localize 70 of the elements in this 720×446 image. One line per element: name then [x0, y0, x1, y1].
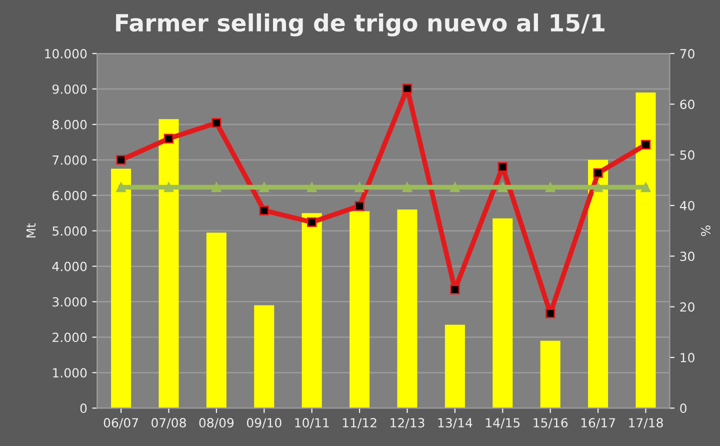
y2-tick-label: 40	[680, 200, 694, 210]
y2-tick-label: 20	[680, 302, 694, 312]
x-tick-label: 06/07	[104, 418, 138, 428]
bar	[206, 232, 226, 408]
x-tick-label: 14/15	[486, 418, 520, 428]
y-tick-label: 4.000	[52, 262, 87, 272]
x-tick-label: 12/13	[390, 418, 424, 428]
chart-title: Farmer selling de trigo nuevo al 15/1	[116, 13, 604, 36]
bar	[492, 218, 513, 408]
x-tick-label: 09/10	[246, 418, 282, 428]
y-tick-label: 8.000	[52, 120, 87, 130]
bar	[158, 119, 179, 408]
x-tick-label: 13/14	[438, 418, 472, 428]
y-tick-label: 7.000	[52, 155, 87, 165]
x-tick-label: 07/08	[152, 418, 186, 428]
bar	[397, 210, 418, 408]
x-tick-label: 17/18	[629, 418, 663, 428]
point	[354, 182, 364, 192]
point	[164, 134, 174, 144]
bar	[350, 211, 370, 408]
bar	[254, 305, 274, 408]
point	[354, 201, 364, 211]
point	[212, 118, 222, 128]
point	[212, 182, 222, 192]
point	[498, 162, 508, 172]
bar	[636, 92, 656, 408]
y-tick-label: 0	[80, 404, 87, 414]
y-tick-label: 1.000	[53, 368, 87, 378]
y-tick-label: 2.000	[52, 332, 87, 342]
y-tick-label: 6.000	[52, 190, 87, 200]
bar	[588, 160, 608, 408]
y2-tick-label: 30	[680, 252, 694, 262]
point	[450, 182, 460, 192]
point	[640, 182, 651, 192]
y2-tick-label: 10	[680, 352, 694, 362]
bar	[302, 213, 322, 408]
y2-tick-label: 70	[680, 48, 694, 58]
x-tick-label: 08/09	[199, 418, 234, 428]
point	[306, 182, 317, 192]
bar	[540, 340, 560, 408]
point	[640, 140, 651, 150]
point	[593, 168, 603, 178]
point	[545, 182, 556, 192]
point	[306, 217, 317, 228]
x-tick-label: 11/12	[342, 418, 376, 428]
y-tick-label: 3.000	[52, 297, 87, 307]
point	[259, 206, 270, 216]
point	[593, 182, 603, 192]
y2-axis-title: %	[701, 226, 710, 236]
x-tick-label: 15/16	[534, 418, 568, 428]
bar	[444, 324, 465, 408]
point	[498, 182, 508, 192]
point	[545, 308, 556, 318]
point	[450, 284, 460, 294]
y2-tick-label: 50	[680, 150, 694, 160]
point	[259, 182, 270, 192]
point	[402, 84, 412, 94]
y-axis-title: Mt	[26, 223, 36, 238]
bar	[111, 168, 132, 408]
point	[402, 182, 412, 192]
point	[164, 182, 174, 192]
y-tick-label: 9.000	[52, 84, 87, 94]
x-tick-label: 16/17	[581, 418, 615, 428]
y2-tick-label: 0	[680, 404, 686, 414]
y-tick-label: 5.000	[52, 226, 87, 236]
y2-tick-label: 60	[680, 100, 694, 110]
x-tick-label: 10/11	[295, 418, 329, 428]
point	[116, 182, 126, 192]
point	[116, 155, 126, 165]
y-tick-label: 10.000	[45, 48, 87, 58]
